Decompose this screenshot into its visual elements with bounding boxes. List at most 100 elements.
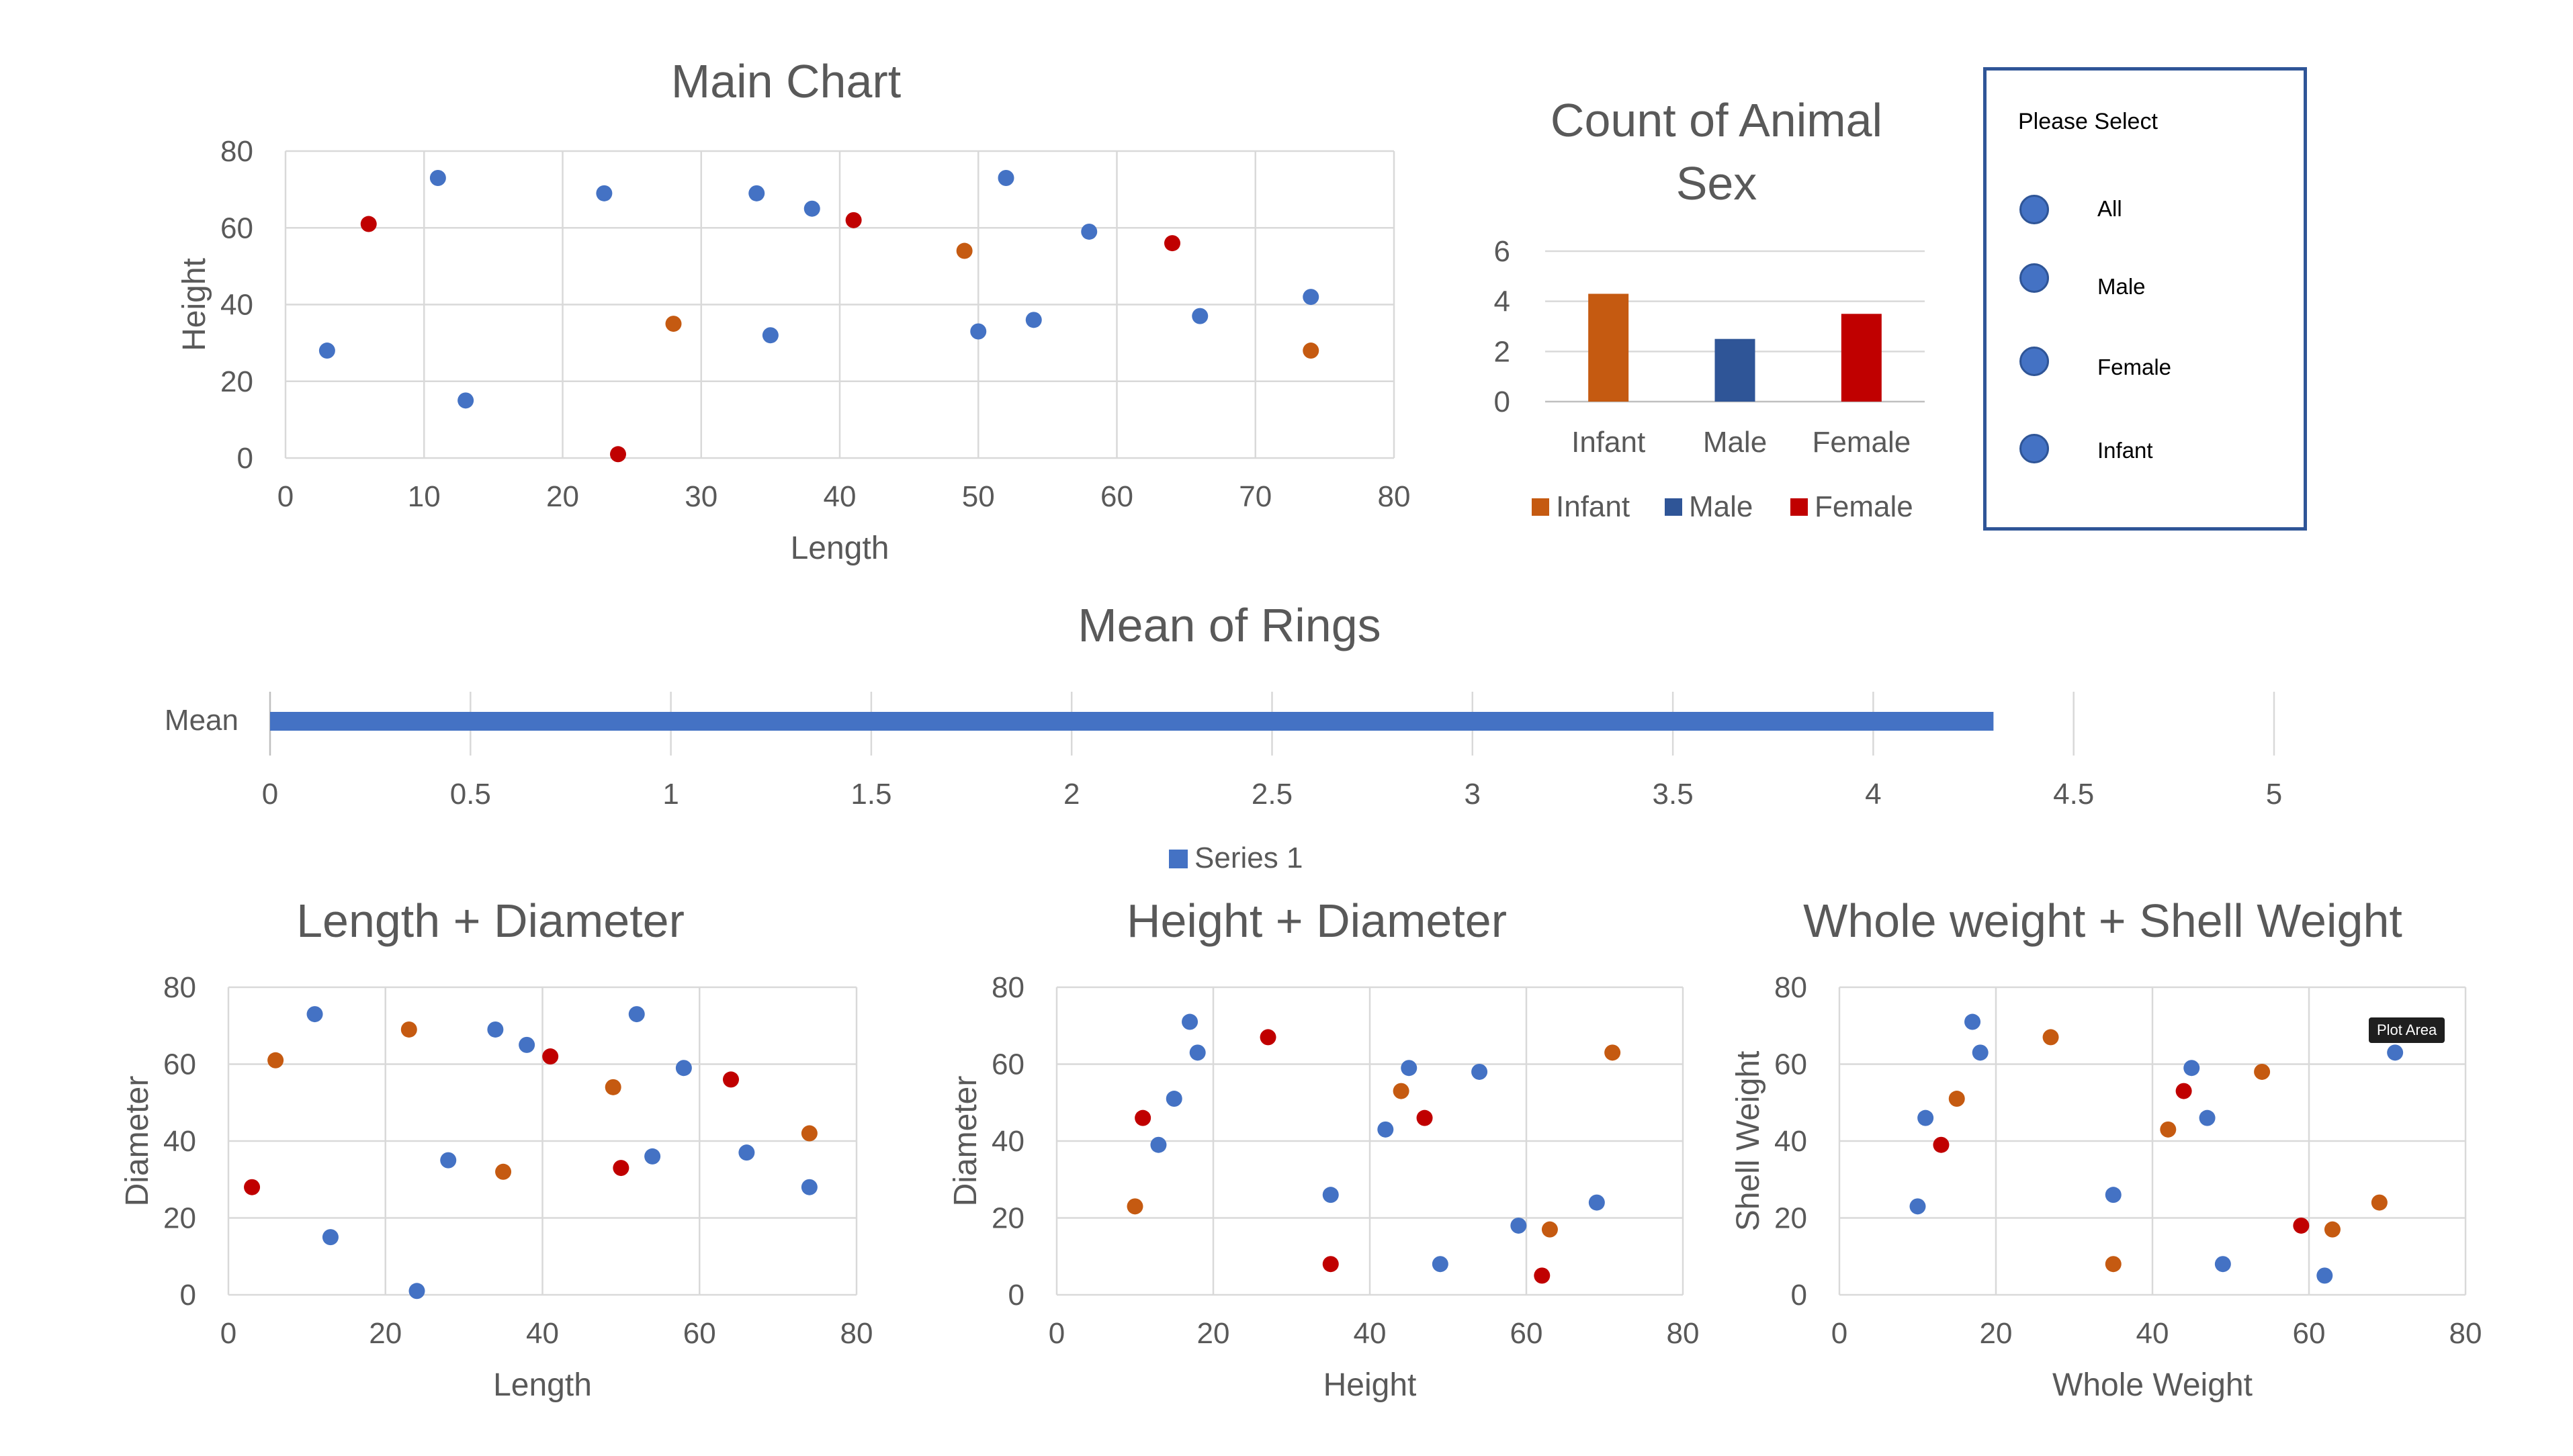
data-point: [2387, 1044, 2404, 1061]
data-point: [1909, 1198, 1926, 1215]
x-tick-label: 60: [1100, 480, 1133, 513]
data-point: [762, 327, 779, 344]
slicer-option-male[interactable]: Male: [2019, 258, 2234, 299]
bar-female: [1841, 314, 1882, 402]
data-point: [644, 1148, 661, 1165]
legend-label: Series 1: [1194, 841, 1303, 874]
chart-title: Sex: [1676, 157, 1757, 210]
data-point: [1541, 1221, 1558, 1238]
plot-area-tooltip: Plot Area: [2369, 1017, 2445, 1043]
x-tick-label: 20: [1197, 1317, 1230, 1350]
x-tick-label: 30: [685, 480, 717, 513]
chart-title: Height + Diameter: [1127, 895, 1507, 947]
data-point: [1303, 289, 1319, 306]
data-point: [429, 169, 446, 186]
y-tick-label: 0: [1494, 385, 1510, 418]
x-tick-label: 4.5: [2053, 778, 2094, 811]
y-tick-label: 20: [163, 1202, 196, 1235]
y-tick-label: 80: [992, 971, 1024, 1004]
data-point: [1303, 343, 1319, 359]
data-point: [2042, 1029, 2059, 1046]
y-tick-label: 0: [180, 1279, 196, 1312]
y-tick-label: 40: [220, 289, 253, 322]
data-point: [970, 323, 987, 340]
data-point: [2160, 1121, 2177, 1138]
data-point: [487, 1021, 504, 1038]
x-tick-label: 0: [262, 778, 278, 811]
legend-label: Infant: [1556, 490, 1630, 523]
data-point: [801, 1125, 818, 1142]
y-axis-title: Height: [177, 258, 212, 351]
chart-title: Count of Animal: [1551, 94, 1882, 146]
data-point: [1322, 1187, 1339, 1203]
radio-icon[interactable]: [2019, 434, 2049, 463]
scatter-chart-5: 0 20 40 60 80 0 20 40 60 80 Whole weight + Shell W…: [1731, 895, 2482, 1403]
data-point: [723, 1071, 739, 1088]
y-axis-title: Diameter: [120, 1076, 155, 1207]
data-point: [1166, 1091, 1182, 1107]
data-point: [845, 212, 862, 228]
y-tick-label: 40: [1774, 1125, 1807, 1158]
y-tick-label: 40: [163, 1125, 196, 1158]
y-tick-label: 4: [1494, 285, 1510, 318]
slicer-option-label: Female: [2097, 355, 2172, 379]
chart-title: Whole weight + Shell Weight: [1803, 895, 2402, 947]
data-point: [628, 1006, 645, 1023]
x-tick-label: 50: [962, 480, 995, 513]
data-point: [2214, 1256, 2231, 1273]
x-tick-label: 20: [546, 480, 579, 513]
radio-icon[interactable]: [2019, 263, 2049, 293]
data-point: [542, 1048, 559, 1065]
data-point: [2293, 1217, 2310, 1234]
slicer-option-label: All: [2097, 196, 2122, 221]
y-tick-label: 60: [992, 1048, 1024, 1081]
chart-title: Mean of Rings: [1078, 599, 1381, 651]
data-point: [956, 242, 973, 259]
column-chart-sex: 0 2 4 6 Count of Animal Sex Infant Male Female In…: [1494, 94, 1925, 523]
y-tick-label: 60: [1774, 1048, 1807, 1081]
data-point: [610, 446, 626, 463]
y-tick-label: 2: [1494, 335, 1510, 368]
slicer-option-infant[interactable]: Infant: [2019, 428, 2234, 469]
x-tick-label: 0.5: [450, 778, 491, 811]
x-tick-label: 80: [840, 1317, 873, 1350]
x-tick-label: 0: [1049, 1317, 1065, 1350]
data-point: [360, 216, 377, 232]
scatter-chart-0: 0 10 20 30 40 50 60 70 80 0 20 40 60 80 Main Chart Leng…: [177, 55, 1410, 566]
data-point: [748, 185, 765, 201]
data-point: [1972, 1044, 1989, 1061]
data-point: [519, 1036, 535, 1053]
data-point: [400, 1021, 417, 1038]
y-tick-label: 80: [1774, 971, 1807, 1004]
data-point: [1164, 235, 1180, 252]
slicer-option-label: Infant: [2097, 438, 2153, 463]
slicer-option-female[interactable]: Female: [2019, 341, 2234, 381]
legend-label: Female: [1815, 490, 1913, 523]
data-point: [318, 343, 335, 359]
x-tick-label: Infant: [1571, 426, 1645, 459]
data-point: [1917, 1109, 1934, 1126]
x-tick-label: 2.5: [1252, 778, 1293, 811]
y-tick-label: 80: [163, 971, 196, 1004]
data-point: [1192, 308, 1209, 324]
x-tick-label: 40: [1354, 1317, 1387, 1350]
x-tick-label: 10: [408, 480, 441, 513]
x-tick-label: 40: [526, 1317, 559, 1350]
data-point: [1471, 1063, 1488, 1080]
x-tick-label: 3.5: [1653, 778, 1694, 811]
radio-icon[interactable]: [2019, 195, 2049, 224]
data-point: [1127, 1198, 1143, 1215]
data-point: [803, 200, 820, 217]
x-tick-label: 0: [1831, 1317, 1847, 1350]
data-point: [1604, 1044, 1621, 1061]
x-tick-label: 3: [1465, 778, 1481, 811]
slicer-option-all[interactable]: All: [2019, 189, 2234, 230]
x-tick-label: 0: [277, 480, 294, 513]
bar-infant: [1588, 293, 1629, 402]
x-tick-label: Female: [1812, 426, 1911, 459]
data-point: [1588, 1194, 1605, 1211]
radio-icon[interactable]: [2019, 347, 2049, 376]
data-point: [440, 1152, 457, 1169]
data-point: [1189, 1044, 1206, 1061]
data-point: [596, 185, 613, 201]
